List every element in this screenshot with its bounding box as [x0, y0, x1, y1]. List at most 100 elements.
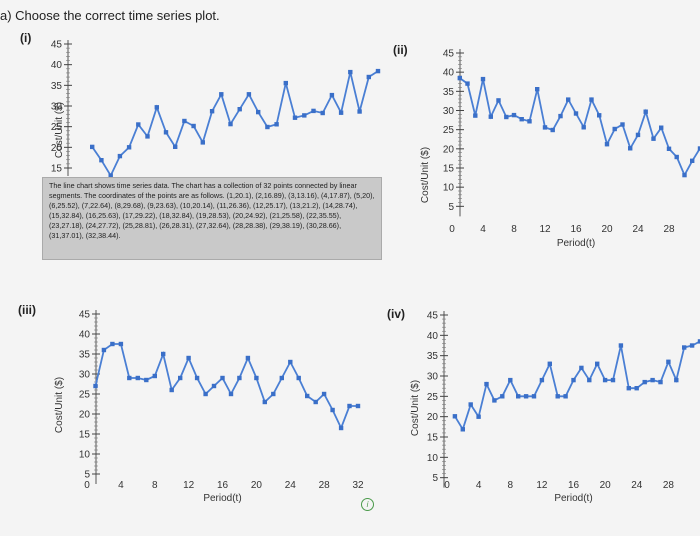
data-point [245, 355, 251, 361]
data-point [228, 121, 233, 127]
data-point [642, 379, 647, 385]
data-point [643, 109, 648, 114]
y-tick-label: 15 [427, 433, 439, 444]
x-tick-label: 8 [507, 480, 513, 491]
data-point [348, 69, 353, 75]
data-point [110, 341, 115, 347]
data-point [145, 134, 150, 139]
y-tick-label: 10 [443, 183, 455, 194]
y-tick-label: 5 [84, 470, 90, 481]
data-point [597, 113, 602, 118]
question-text: a) Choose the correct time series plot. [0, 8, 220, 23]
data-point [581, 125, 586, 130]
data-point [136, 122, 141, 127]
data-point [211, 383, 217, 389]
data-point [93, 383, 98, 389]
data-point [658, 379, 663, 385]
data-point [535, 87, 540, 92]
data-point [571, 377, 576, 383]
data-point [595, 361, 600, 366]
y-tick-label: 25 [79, 390, 91, 401]
y-tick-label: 25 [443, 125, 455, 136]
y-tick-label: 20 [427, 412, 439, 423]
data-point [682, 172, 687, 178]
data-point [152, 373, 157, 379]
y-tick-label: 45 [79, 310, 91, 321]
x-tick-label: 24 [632, 224, 644, 235]
data-point [228, 391, 234, 397]
data-point [292, 115, 298, 120]
data-point [178, 375, 183, 381]
data-point [163, 130, 169, 135]
data-point [191, 123, 196, 129]
data-point [173, 144, 178, 149]
data-point [127, 375, 132, 381]
option-label-iii: (iii) [18, 303, 36, 317]
data-point [99, 158, 104, 163]
data-point [674, 377, 679, 383]
data-point [357, 109, 362, 114]
data-point [296, 375, 301, 381]
data-point [311, 108, 316, 114]
data-point [555, 394, 560, 399]
data-point [476, 414, 481, 419]
data-point [519, 117, 524, 122]
data-point [612, 126, 617, 132]
data-point [203, 391, 208, 397]
data-point [508, 377, 513, 383]
x-tick-label: 0 [449, 224, 455, 235]
data-point [182, 118, 187, 124]
data-point [610, 377, 616, 383]
y-tick-label: 45 [51, 40, 63, 51]
x-tick-label: 8 [152, 480, 158, 491]
data-point [620, 122, 625, 127]
y-tick-label: 20 [79, 410, 91, 421]
data-point [265, 124, 270, 130]
y-tick-label: 30 [427, 372, 439, 383]
data-point [237, 375, 242, 381]
data-point [101, 347, 107, 353]
data-point [194, 375, 200, 381]
data-point [135, 375, 140, 381]
y-tick-label: 30 [51, 102, 63, 113]
data-point [355, 403, 361, 409]
x-tick-label: 8 [511, 224, 517, 235]
data-point [523, 394, 529, 399]
data-point [465, 81, 470, 86]
data-point [484, 381, 489, 387]
y-tick-label: 30 [443, 106, 455, 117]
data-point [320, 110, 325, 116]
x-tick-label: 12 [183, 480, 195, 491]
info-icon[interactable]: i [361, 498, 374, 511]
data-point [271, 391, 276, 397]
data-point [375, 68, 381, 74]
data-point [338, 425, 344, 431]
y-tick-label: 15 [51, 164, 63, 175]
data-point [547, 361, 552, 366]
data-point [468, 402, 473, 407]
data-point [604, 142, 610, 147]
data-point [635, 132, 641, 138]
data-point [274, 122, 279, 127]
x-axis-label: Period(t) [557, 238, 595, 249]
y-tick-label: 25 [427, 392, 439, 403]
x-tick-label: 20 [601, 224, 613, 235]
data-point [651, 136, 656, 141]
data-point [154, 105, 159, 110]
data-point [689, 343, 695, 348]
y-axis-label: Cost/Unit ($) [410, 380, 421, 436]
data-point [511, 112, 517, 118]
data-point [492, 398, 497, 403]
data-point [634, 386, 639, 391]
x-tick-label: 0 [84, 480, 90, 491]
data-point [602, 377, 608, 383]
data-point [90, 144, 95, 150]
data-point [587, 377, 592, 383]
data-point [500, 394, 505, 399]
data-point [338, 110, 344, 115]
x-tick-label: 16 [570, 224, 582, 235]
data-point [117, 153, 123, 159]
x-tick-label: 4 [476, 480, 482, 491]
data-point [460, 427, 465, 432]
data-point [186, 355, 191, 361]
